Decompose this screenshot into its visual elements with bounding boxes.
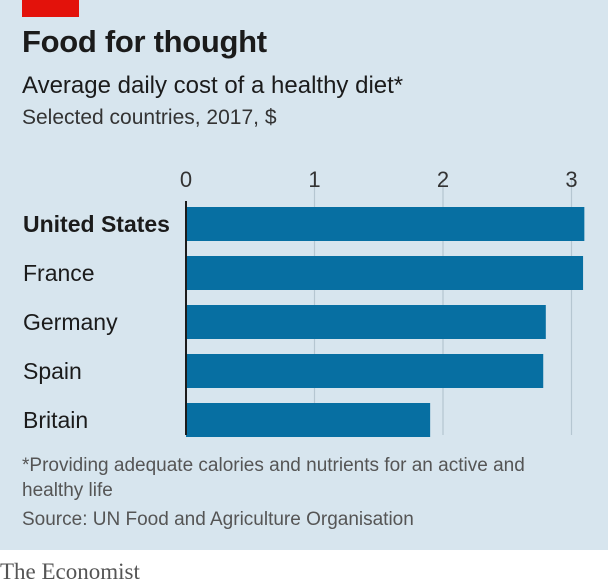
chart-subsubtitle: Selected countries, 2017, $ [22, 106, 277, 129]
x-tick-label: 3 [565, 167, 577, 192]
bar [186, 403, 431, 437]
source-note: Source: UN Food and Agriculture Organisa… [22, 509, 414, 530]
x-tick-label: 1 [308, 167, 320, 192]
bar [186, 305, 546, 339]
category-label: United States [23, 211, 170, 237]
chart-title: Food for thought [22, 24, 267, 59]
bar [186, 207, 585, 241]
chart-subtitle: Average daily cost of a healthy diet* [22, 72, 404, 99]
chart-panel: Food for thought Average daily cost of a… [0, 0, 608, 550]
economist-logo-text: The Economist [0, 559, 140, 584]
category-label: Spain [23, 358, 82, 384]
category-label: Germany [23, 309, 118, 335]
category-label: Britain [23, 407, 88, 433]
footnote: *Providing adequate calories and nutrien… [22, 455, 525, 501]
bar [186, 354, 544, 388]
bar [186, 256, 584, 290]
bar-chart: 0 1 2 3 United States France Germany Spain Brita… [23, 167, 585, 437]
brand-accent-tag [22, 0, 79, 17]
category-label: France [23, 260, 95, 286]
x-tick-label: 0 [180, 167, 192, 192]
x-tick-label: 2 [437, 167, 449, 192]
